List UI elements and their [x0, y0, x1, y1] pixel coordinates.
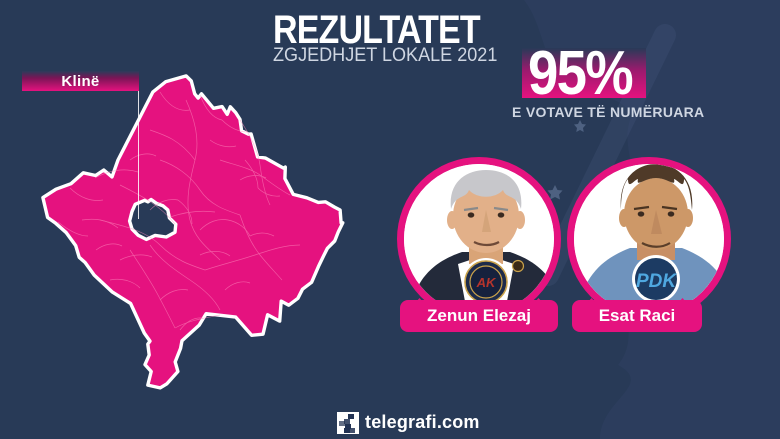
svg-text:AK: AK: [476, 275, 497, 290]
svg-text:PDK: PDK: [636, 271, 677, 292]
